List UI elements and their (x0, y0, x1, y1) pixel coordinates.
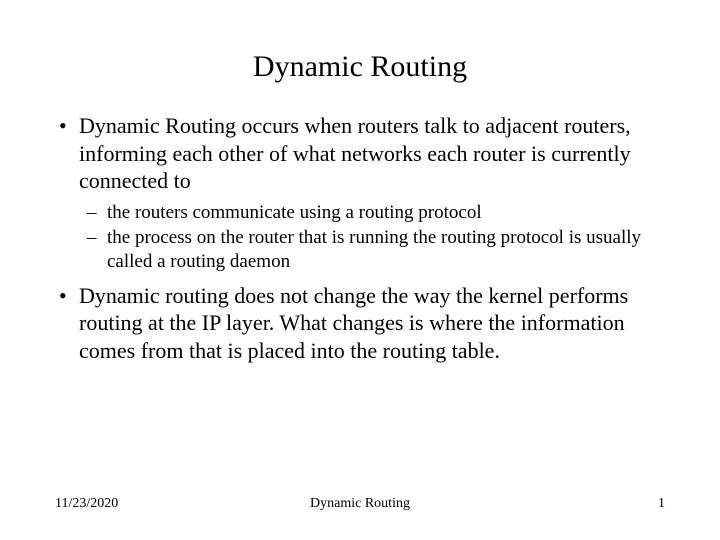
slide-footer: 11/23/2020 Dynamic Routing 1 (55, 496, 665, 512)
footer-page: 1 (658, 496, 665, 512)
bullet-list: Dynamic Routing occurs when routers talk… (55, 112, 665, 195)
bullet-list-2: Dynamic routing does not change the way … (55, 282, 665, 365)
sub-item-2: the process on the router that is runnin… (55, 226, 665, 274)
sub-list: the routers communicate using a routing … (55, 201, 665, 274)
slide-title: Dynamic Routing (55, 50, 665, 84)
sub-item-1: the routers communicate using a routing … (55, 201, 665, 225)
footer-title: Dynamic Routing (310, 496, 410, 512)
footer-date: 11/23/2020 (55, 496, 118, 512)
bullet-item-2: Dynamic routing does not change the way … (55, 282, 665, 365)
bullet-item-1: Dynamic Routing occurs when routers talk… (55, 112, 665, 195)
